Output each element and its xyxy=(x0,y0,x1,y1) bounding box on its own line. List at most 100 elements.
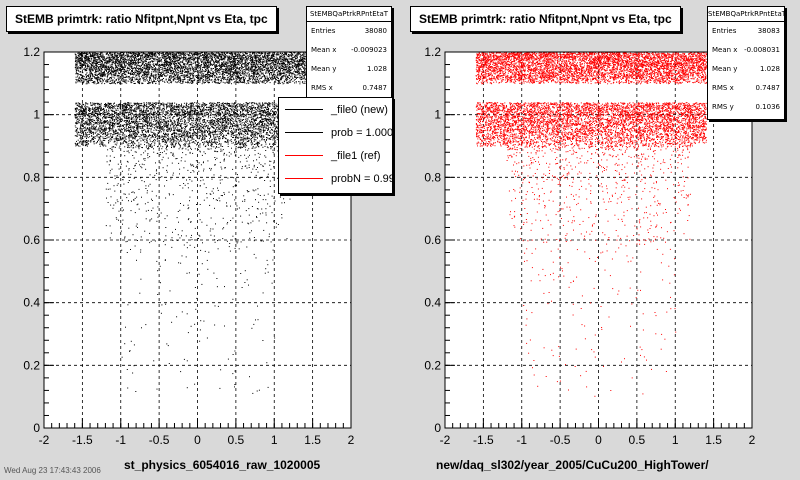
data-point xyxy=(262,124,264,126)
data-point xyxy=(182,120,184,122)
data-point xyxy=(135,106,137,108)
data-point xyxy=(137,139,139,141)
data-point xyxy=(267,109,269,111)
data-point xyxy=(194,124,196,126)
data-point xyxy=(146,116,148,118)
data-point xyxy=(257,144,259,146)
data-point xyxy=(85,126,87,128)
data-point xyxy=(236,123,238,125)
data-point xyxy=(83,114,85,116)
data-point xyxy=(157,126,158,128)
data-point xyxy=(228,103,229,104)
data-point xyxy=(87,127,89,129)
data-point xyxy=(202,112,204,114)
data-point xyxy=(113,107,115,109)
data-point xyxy=(163,122,165,124)
data-point xyxy=(243,124,245,126)
data-point xyxy=(165,111,167,113)
data-point xyxy=(151,116,153,118)
data-point xyxy=(214,132,216,134)
data-point xyxy=(123,127,125,129)
data-point xyxy=(207,143,209,144)
data-point xyxy=(275,121,277,123)
data-point xyxy=(121,118,123,120)
data-point xyxy=(153,133,155,135)
data-point xyxy=(212,130,214,132)
data-point xyxy=(160,118,162,120)
data-point xyxy=(190,107,192,109)
data-point xyxy=(214,114,216,116)
data-point xyxy=(183,105,185,107)
data-point xyxy=(181,134,182,136)
data-point xyxy=(269,131,270,133)
data-point xyxy=(100,128,102,130)
data-point xyxy=(239,124,241,126)
data-point xyxy=(217,105,219,107)
data-point xyxy=(209,140,211,142)
data-point xyxy=(78,122,80,124)
data-point xyxy=(109,122,111,124)
data-point xyxy=(203,114,205,116)
data-point xyxy=(213,110,215,112)
data-point xyxy=(136,144,138,146)
data-point xyxy=(99,121,101,123)
data-point xyxy=(146,128,148,130)
data-point xyxy=(125,107,127,109)
data-point xyxy=(259,108,261,110)
data-point xyxy=(97,104,99,106)
data-point xyxy=(250,129,252,131)
data-point xyxy=(110,127,111,129)
data-point xyxy=(268,108,270,110)
data-point xyxy=(232,118,234,120)
data-point xyxy=(137,125,138,127)
data-point xyxy=(92,109,94,111)
data-point xyxy=(113,131,115,133)
data-point xyxy=(217,118,219,120)
data-point xyxy=(85,141,87,143)
data-point xyxy=(192,124,194,126)
data-point xyxy=(219,113,221,115)
data-point xyxy=(207,125,209,127)
data-point xyxy=(171,123,173,125)
data-point xyxy=(257,145,258,147)
data-point xyxy=(107,106,108,108)
data-point xyxy=(225,141,227,143)
data-point xyxy=(94,114,95,116)
data-point xyxy=(190,105,191,107)
data-point xyxy=(232,132,234,134)
data-point xyxy=(224,116,226,118)
data-point xyxy=(270,123,272,124)
data-point xyxy=(141,111,143,113)
data-point xyxy=(249,102,251,104)
data-point xyxy=(115,132,117,134)
data-point xyxy=(146,142,148,144)
data-point xyxy=(148,143,150,145)
data-point xyxy=(122,106,124,108)
data-point xyxy=(191,114,193,116)
data-point xyxy=(255,128,257,130)
data-point xyxy=(263,111,265,113)
data-point xyxy=(93,132,95,134)
data-point xyxy=(126,118,128,120)
data-point xyxy=(264,115,266,117)
data-point xyxy=(158,117,160,119)
data-point xyxy=(207,117,209,119)
data-point xyxy=(233,122,235,124)
data-point xyxy=(149,108,151,110)
data-point xyxy=(163,138,164,139)
data-point xyxy=(201,114,203,116)
data-point xyxy=(77,133,79,135)
data-point xyxy=(241,108,243,110)
data-point xyxy=(214,120,216,121)
data-point xyxy=(275,142,277,144)
data-point xyxy=(260,114,262,116)
data-point xyxy=(129,132,131,133)
data-point xyxy=(123,103,125,104)
data-point xyxy=(125,125,127,127)
data-point xyxy=(160,121,162,122)
data-point xyxy=(231,109,232,111)
data-point xyxy=(110,114,112,116)
data-point xyxy=(255,122,256,124)
data-point xyxy=(269,123,271,124)
data-point xyxy=(271,102,273,104)
